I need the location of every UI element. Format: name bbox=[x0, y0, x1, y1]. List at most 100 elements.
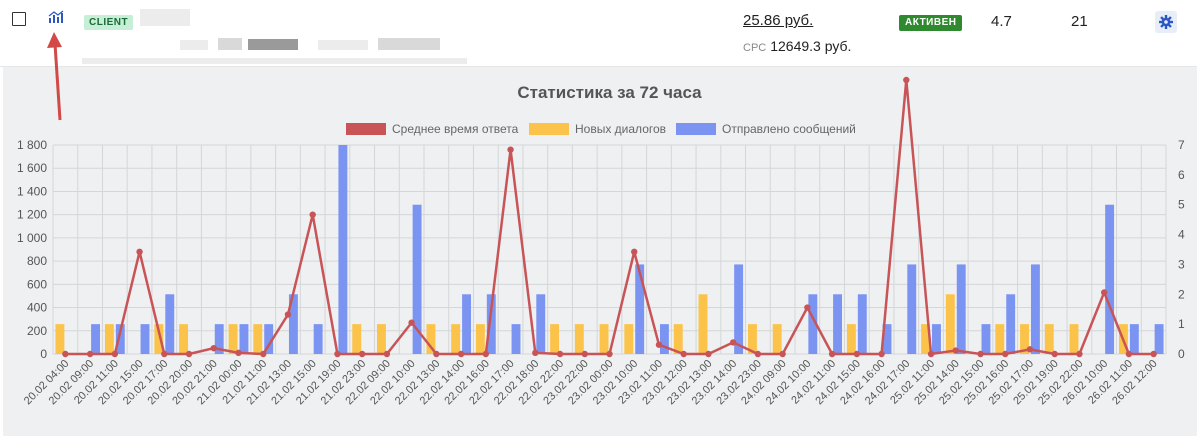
bar-dialogs bbox=[945, 294, 955, 354]
y-right-tick: 7 bbox=[1178, 138, 1185, 152]
bar-dialogs bbox=[574, 324, 584, 354]
legend-swatch bbox=[346, 123, 386, 135]
line-point bbox=[433, 350, 440, 358]
count-value: 21 bbox=[1071, 13, 1088, 30]
stats-panel: Статистика за 72 часа Среднее время ответ… bbox=[3, 67, 1197, 436]
y-right-tick: 5 bbox=[1178, 198, 1185, 212]
bar-dialogs bbox=[1044, 324, 1054, 354]
bar-messages bbox=[536, 294, 546, 354]
line-point bbox=[705, 350, 712, 358]
line-point bbox=[260, 350, 267, 358]
bar-dialogs bbox=[550, 324, 560, 354]
bar-messages bbox=[734, 264, 744, 354]
line-point bbox=[631, 248, 638, 256]
line-point bbox=[903, 76, 910, 84]
line-point bbox=[1051, 350, 1058, 358]
bar-messages bbox=[635, 264, 645, 354]
status-badge: АКТИВЕН bbox=[899, 15, 963, 31]
line-point bbox=[235, 349, 242, 357]
line-point bbox=[161, 350, 168, 358]
y-left-tick: 200 bbox=[27, 324, 47, 338]
bar-dialogs bbox=[1069, 324, 1079, 354]
bar-dialogs bbox=[426, 324, 436, 354]
legend-label: Среднее время ответа bbox=[392, 122, 519, 136]
bar-dialogs bbox=[451, 324, 461, 354]
bar-dialogs bbox=[1020, 324, 1029, 354]
settings-button[interactable] bbox=[1155, 11, 1177, 33]
line-point bbox=[1125, 350, 1133, 358]
line-point bbox=[1100, 289, 1108, 296]
line-point bbox=[1150, 350, 1157, 358]
cpc-amount: 12649.3 руб. bbox=[770, 38, 852, 54]
bar-messages bbox=[1105, 204, 1115, 354]
line-point bbox=[408, 319, 415, 326]
line-point bbox=[680, 350, 687, 358]
line-point bbox=[284, 311, 292, 318]
line-point bbox=[210, 344, 217, 352]
rating-value: 4.7 bbox=[991, 13, 1012, 30]
line-point bbox=[927, 350, 935, 358]
bar-messages bbox=[288, 294, 298, 354]
y-left-tick: 0 bbox=[40, 347, 47, 361]
line-point bbox=[136, 248, 143, 256]
bar-dialogs bbox=[352, 324, 362, 354]
bar-messages bbox=[115, 324, 125, 354]
legend-swatch bbox=[676, 123, 716, 135]
bar-messages bbox=[1006, 294, 1016, 354]
line-point bbox=[952, 347, 959, 354]
y-right-tick: 4 bbox=[1178, 228, 1185, 242]
bar-messages bbox=[981, 324, 991, 354]
bar-dialogs bbox=[475, 324, 485, 354]
bar-chart-icon[interactable] bbox=[48, 10, 64, 24]
y-left-tick: 600 bbox=[27, 277, 47, 291]
bar-dialogs bbox=[228, 324, 238, 354]
line-point bbox=[1076, 350, 1083, 358]
row-checkbox[interactable] bbox=[12, 12, 26, 26]
line-point bbox=[853, 350, 861, 358]
bar-messages bbox=[338, 145, 348, 354]
line-point bbox=[556, 350, 564, 358]
bar-messages bbox=[1154, 324, 1164, 354]
line-point bbox=[878, 350, 885, 358]
line-point bbox=[185, 350, 193, 358]
line-point bbox=[1026, 346, 1034, 353]
y-right-tick: 3 bbox=[1178, 257, 1185, 271]
bar-dialogs bbox=[154, 324, 164, 354]
y-right-tick: 6 bbox=[1178, 168, 1185, 182]
legend-swatch bbox=[529, 123, 569, 135]
cpc-value: CPC 12649.3 руб. bbox=[743, 38, 851, 54]
bar-messages bbox=[932, 324, 941, 354]
line-point bbox=[358, 350, 366, 358]
y-left-tick: 400 bbox=[27, 301, 47, 315]
price-link[interactable]: 25.86 руб. bbox=[743, 12, 814, 29]
campaign-row: CLIENT 25.86 руб. CPC 12649.3 руб. АКТИВЕ… bbox=[0, 0, 1197, 67]
line-point bbox=[655, 341, 663, 348]
bar-messages bbox=[264, 324, 274, 354]
bar-messages bbox=[462, 294, 472, 354]
line-point bbox=[828, 350, 836, 358]
line-point bbox=[532, 349, 539, 357]
legend-label: Новых диалогов bbox=[575, 122, 666, 136]
line-point bbox=[729, 339, 737, 346]
bar-messages bbox=[833, 294, 843, 354]
bar-messages bbox=[165, 294, 175, 354]
bar-messages bbox=[511, 324, 521, 354]
y-right-tick: 1 bbox=[1178, 317, 1185, 331]
y-left-tick: 1 400 bbox=[17, 184, 47, 198]
y-left-tick: 1 800 bbox=[17, 138, 47, 152]
bar-dialogs bbox=[747, 324, 757, 354]
bar-messages bbox=[140, 324, 150, 354]
bar-messages bbox=[659, 324, 669, 354]
line-point bbox=[606, 350, 613, 358]
line-point bbox=[334, 350, 341, 358]
bar-dialogs bbox=[673, 324, 683, 354]
line-point bbox=[581, 350, 588, 358]
y-left-tick: 1 200 bbox=[17, 208, 47, 222]
line-point bbox=[86, 350, 94, 358]
client-badge: CLIENT bbox=[84, 15, 134, 30]
line-point bbox=[779, 350, 786, 358]
bar-messages bbox=[412, 204, 422, 354]
y-left-tick: 800 bbox=[27, 254, 47, 268]
bar-dialogs bbox=[995, 324, 1005, 354]
bar-messages bbox=[486, 294, 496, 354]
